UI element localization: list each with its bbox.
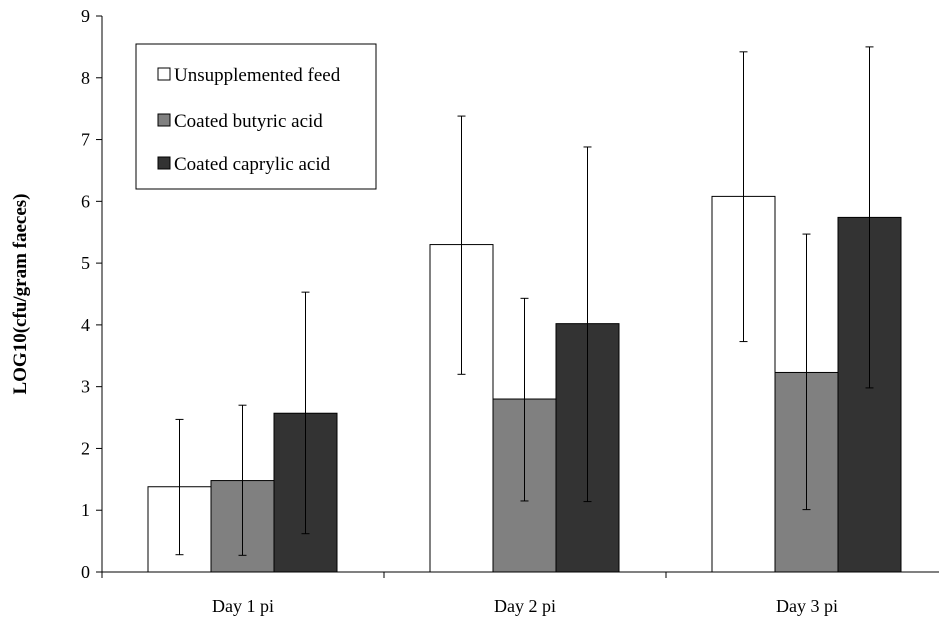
y-tick-label: 1 <box>81 500 90 520</box>
error-bars <box>175 46 874 556</box>
x-axis-ticks: Day 1 pi Day 2 pi Day 3 pi <box>101 572 838 616</box>
legend-label-caprylic: Coated caprylic acid <box>174 154 331 175</box>
legend-swatch-unsupplemented <box>157 67 171 81</box>
y-tick-label: 8 <box>81 68 90 88</box>
legend-label-unsupplemented: Unsupplemented feed <box>174 65 341 86</box>
y-tick-label: 9 <box>81 6 90 26</box>
legend-swatch-butyric <box>157 113 171 127</box>
y-axis-label: LOG10(cfu/gram faeces) <box>10 193 31 394</box>
y-tick-label: 4 <box>81 315 90 335</box>
legend-box <box>135 43 377 190</box>
y-tick-label: 3 <box>81 377 90 397</box>
y-tick-label: 6 <box>81 191 90 211</box>
y-tick-label: 2 <box>81 438 90 458</box>
x-category-label: Day 1 pi <box>212 596 274 616</box>
x-category-label: Day 3 pi <box>776 596 838 616</box>
x-category-label: Day 2 pi <box>494 596 556 616</box>
y-axis-ticks: 0 1 2 3 4 5 6 7 8 9 <box>81 6 102 582</box>
legend-label-butyric: Coated butyric acid <box>174 111 323 132</box>
legend: Unsupplemented feed Coated butyric acid … <box>135 43 377 190</box>
y-tick-label: 5 <box>81 253 90 273</box>
legend-swatch-caprylic <box>157 156 171 170</box>
y-tick-label: 7 <box>81 130 90 150</box>
y-tick-label: 0 <box>81 562 90 582</box>
